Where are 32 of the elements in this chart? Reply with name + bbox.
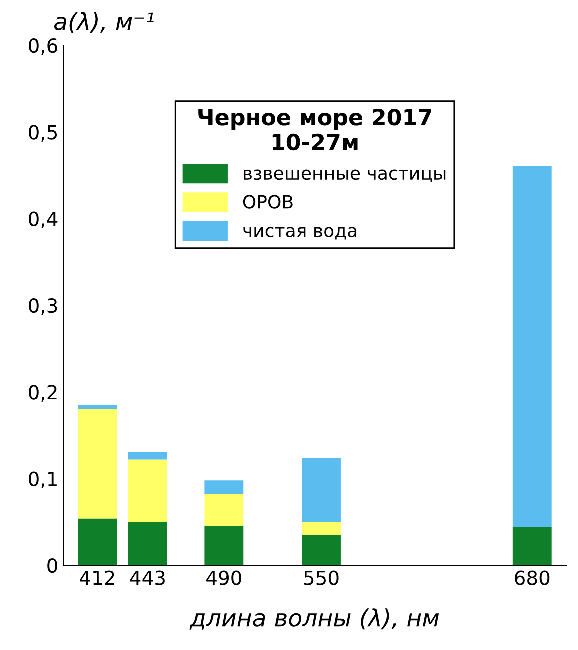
y-tick-label: 0,2 xyxy=(29,385,57,402)
legend-label: ОРОВ xyxy=(243,195,293,209)
bar xyxy=(128,452,168,460)
bar xyxy=(78,410,118,519)
bar xyxy=(512,166,552,528)
x-tick-label: 680 xyxy=(515,570,550,586)
bar xyxy=(512,527,552,566)
bar xyxy=(204,526,244,566)
y-tick-label: 0 xyxy=(48,558,58,574)
x-tick-label: 550 xyxy=(304,570,339,586)
x-tick-label: 443 xyxy=(130,570,165,586)
y-tick-label: 0,5 xyxy=(29,125,58,142)
bar xyxy=(78,405,118,410)
y-tick-label: 0,3 xyxy=(29,298,58,316)
y-tick-label: 0,1 xyxy=(29,472,57,488)
bar xyxy=(78,518,118,566)
bar xyxy=(128,460,168,522)
bar xyxy=(204,480,244,494)
x-tick-label: 490 xyxy=(206,570,242,586)
bar xyxy=(204,494,244,526)
y-tick-label: 0,4 xyxy=(29,212,58,228)
y-tick-label: 0,6 xyxy=(29,38,58,56)
x-axis-title: длина волны (λ), нм xyxy=(190,608,440,630)
legend-label: чистая вода xyxy=(244,227,357,240)
bar xyxy=(128,522,168,566)
bar xyxy=(302,522,341,536)
legend-title: Черное море 2017 10-27м xyxy=(198,108,432,151)
legend-label: взвешенные частицы xyxy=(244,170,446,182)
bar xyxy=(302,458,341,522)
x-tick-label: 412 xyxy=(80,570,114,586)
bar xyxy=(302,535,341,566)
y-axis-title: a(λ), м⁻¹ xyxy=(54,12,154,34)
